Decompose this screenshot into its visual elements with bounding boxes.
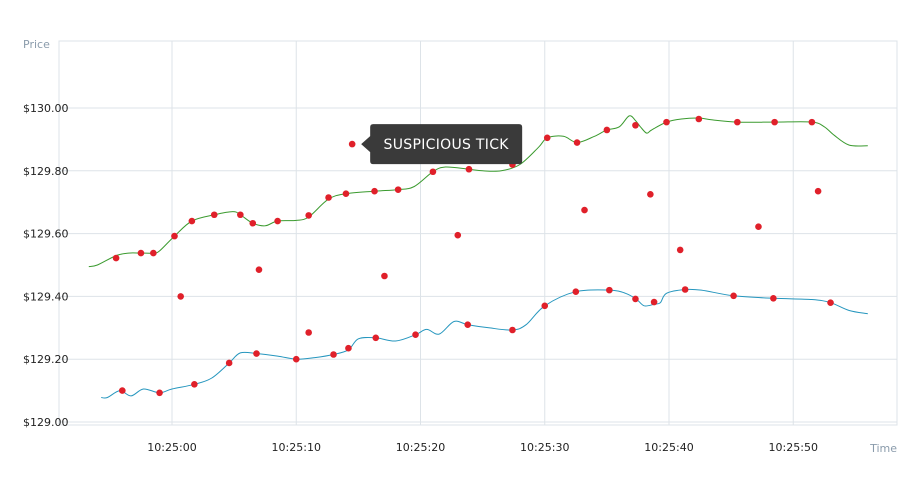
- tick-point: [509, 326, 516, 334]
- tick-point: [305, 212, 312, 219]
- x-axis-title: Time: [869, 442, 897, 455]
- tick-point: [734, 118, 741, 126]
- tick-point: [543, 134, 551, 142]
- tick-point: [137, 249, 145, 257]
- x-tick-label: 10:25:50: [769, 441, 818, 454]
- tick-point: [325, 194, 332, 201]
- outlier-point: [255, 266, 263, 274]
- tick-point: [650, 298, 658, 306]
- tick-point: [572, 288, 580, 295]
- tick-point: [274, 217, 281, 225]
- tick-point: [464, 321, 472, 328]
- plot-border: [58, 40, 898, 426]
- tick-point: [632, 121, 639, 129]
- x-tick-label: 10:25:20: [396, 441, 445, 454]
- tick-point: [771, 118, 778, 126]
- tick-point: [156, 389, 163, 397]
- y-tick-label: $129.80: [23, 165, 69, 178]
- tick-point: [342, 190, 350, 198]
- y-axis-ticks: $129.00 $129.20 $129.40 $129.60 $129.80 $130.…: [23, 102, 69, 429]
- tick-point: [465, 165, 473, 173]
- outlier-point: [305, 329, 312, 336]
- tick-point: [249, 219, 257, 227]
- tick-point: [827, 299, 834, 306]
- x-tick-label: 10:25:30: [520, 441, 569, 454]
- series-line-lower: [101, 288, 868, 399]
- tick-point: [225, 359, 233, 367]
- tick-point: [372, 334, 380, 342]
- tick-point: [119, 387, 126, 394]
- tick-point: [681, 286, 689, 293]
- tick-point: [253, 350, 260, 357]
- outlier-point: [676, 246, 684, 254]
- tick-point: [603, 126, 611, 134]
- tick-point: [112, 254, 120, 262]
- y-tick-label: $129.20: [23, 353, 69, 366]
- x-tick-label: 10:25:40: [644, 441, 693, 454]
- y-tick-label: $129.60: [23, 228, 69, 241]
- outlier-point: [814, 187, 822, 195]
- outlier-point: [647, 191, 654, 198]
- tick-point: [237, 211, 244, 219]
- tick-point: [371, 187, 378, 195]
- outlier-point: [177, 293, 184, 300]
- tick-point: [345, 344, 352, 352]
- tick-point: [730, 292, 737, 300]
- x-tick-label: 10:25:00: [147, 441, 196, 454]
- tick-point: [191, 381, 198, 388]
- tick-point: [330, 351, 337, 358]
- series-layer: [88, 115, 868, 399]
- tick-point: [412, 331, 419, 339]
- tick-point: [695, 115, 703, 123]
- suspicious-tick-tooltip: SUSPICIOUS TICK: [361, 124, 523, 165]
- tick-point: [632, 295, 639, 303]
- outlier-point: [581, 206, 588, 214]
- tick-point: [394, 186, 402, 193]
- tick-point: [150, 249, 157, 257]
- tick-point: [808, 118, 816, 126]
- x-tick-label: 10:25:10: [272, 441, 321, 454]
- outlier-point: [348, 140, 356, 148]
- x-axis-ticks: 10:25:00 10:25:10 10:25:20 10:25:30 10:25:40…: [147, 441, 818, 454]
- tick-point: [606, 286, 613, 294]
- y-tick-label: $130.00: [23, 102, 69, 115]
- series-line-upper: [88, 115, 868, 268]
- tick-point: [292, 355, 300, 363]
- tick-point: [663, 118, 670, 126]
- y-tick-label: $129.40: [23, 290, 69, 303]
- tick-point: [573, 139, 581, 146]
- tooltip-label: SUSPICIOUS TICK: [384, 137, 510, 153]
- y-tick-label: $129.00: [23, 416, 69, 429]
- tick-point: [188, 217, 196, 225]
- chart-grid: [59, 41, 897, 425]
- tick-point: [210, 211, 218, 219]
- plot-frame: [58, 40, 898, 426]
- outlier-point: [454, 231, 462, 239]
- y-axis-title: Price: [23, 38, 50, 51]
- tick-point: [429, 168, 437, 176]
- outlier-point: [755, 223, 762, 230]
- tooltip-bubble: [361, 124, 523, 165]
- tick-point: [770, 294, 777, 302]
- tick-point: [541, 302, 549, 310]
- tick-point: [171, 232, 178, 240]
- outlier-point: [381, 272, 388, 280]
- tick-points-layer: [112, 115, 834, 397]
